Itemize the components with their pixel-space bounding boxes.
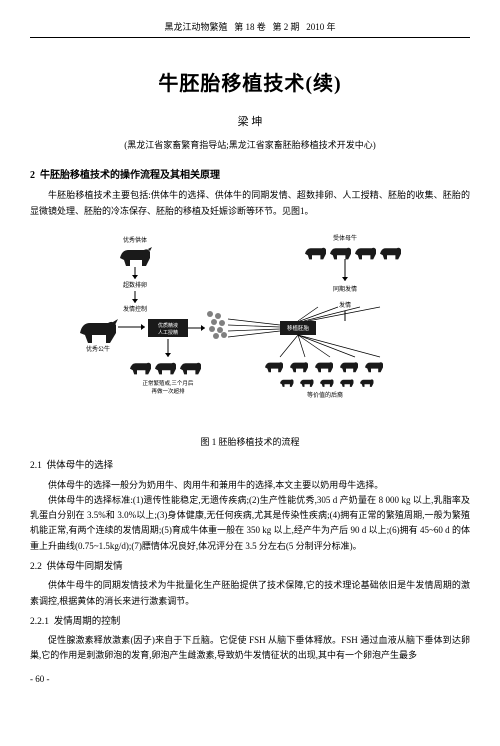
flowchart-diagram: 优秀供体 受体母牛 超数排卵 发情控制 同期发情 优秀公牛 优质精液 [70, 229, 430, 429]
svg-text:人工授精: 人工授精 [158, 329, 178, 336]
section-2-p1: 牛胚胎移植技术主要包括:供体牛的选择、供体牛的同期发情、超数排卵、人工授精、胚胎… [30, 188, 470, 219]
section-221-p1: 促性腺激素释放激素(因子)来自于下丘脑。它促使 FSH 从脑下垂体释放。FSH … [30, 633, 470, 664]
svg-text:受体母牛: 受体母牛 [333, 234, 357, 242]
page-header: 黑龙江动物繁殖 第 18 卷 第 2 期 2010 年 [30, 20, 470, 38]
figure-1: 优秀供体 受体母牛 超数排卵 发情控制 同期发情 优秀公牛 优质精液 [30, 229, 470, 449]
svg-text:同期发情: 同期发情 [333, 285, 357, 293]
svg-text:优秀供体: 优秀供体 [123, 236, 147, 244]
svg-text:正常繁殖或,三个月后: 正常繁殖或,三个月后 [143, 379, 194, 387]
svg-text:优秀公牛: 优秀公牛 [86, 345, 110, 353]
svg-text:优质精液: 优质精液 [158, 322, 178, 329]
article-title: 牛胚胎移植技术(续) [30, 68, 470, 100]
section-21-p1: 供体母牛的选择一般分为奶用牛、肉用牛和兼用牛的选择,本文主要以奶用母牛选择。 [30, 478, 470, 493]
section-221-title: 2.2.1 发情周期的控制 [30, 615, 470, 630]
subsection-number: 2.2.1 [30, 617, 49, 627]
figure-1-caption: 图 1 胚胎移植技术的流程 [30, 435, 470, 449]
author-affiliation: (黑龙江省家畜繁育指导站;黑龙江省家畜胚胎移植技术开发中心) [30, 138, 470, 152]
volume: 第 18 卷 [234, 22, 266, 32]
svg-text:发情控制: 发情控制 [123, 305, 147, 313]
subsection-heading: 发情周期的控制 [54, 617, 121, 627]
section-21-title: 2.1 供体母牛的选择 [30, 459, 470, 474]
subsection-heading: 供体母牛的选择 [47, 461, 114, 471]
issue: 第 2 期 [273, 22, 300, 32]
svg-text:超数排卵: 超数排卵 [123, 281, 147, 289]
section-number: 2 [30, 170, 35, 181]
section-2-title: 2 牛胚胎移植技术的操作流程及其相关原理 [30, 168, 470, 184]
journal-name: 黑龙江动物繁殖 [164, 22, 227, 32]
subsection-heading: 供体母牛同期发情 [47, 562, 123, 572]
author-name: 梁 坤 [30, 114, 470, 132]
svg-text:再做一次超排: 再做一次超排 [151, 387, 185, 395]
section-21-p2: 供体母牛的选择标准:(1)遗传性能稳定,无遗传疾病;(2)生产性能优秀,305 … [30, 493, 470, 554]
subsection-number: 2.1 [30, 461, 42, 471]
svg-text:移植胚胎: 移植胚胎 [287, 324, 310, 332]
year: 2010 年 [306, 22, 335, 32]
page-number: - 60 - [30, 672, 470, 686]
section-heading: 牛胚胎移植技术的操作流程及其相关原理 [40, 170, 220, 181]
section-22-p1: 供体牛母牛的同期发情技术为牛批量化生产胚胎提供了技术保障,它的技术理论基础依旧是… [30, 578, 470, 609]
svg-text:等价值的后裔: 等价值的后裔 [307, 391, 343, 399]
subsection-number: 2.2 [30, 562, 42, 572]
section-22-title: 2.2 供体母牛同期发情 [30, 560, 470, 575]
svg-text:发情: 发情 [339, 301, 351, 309]
